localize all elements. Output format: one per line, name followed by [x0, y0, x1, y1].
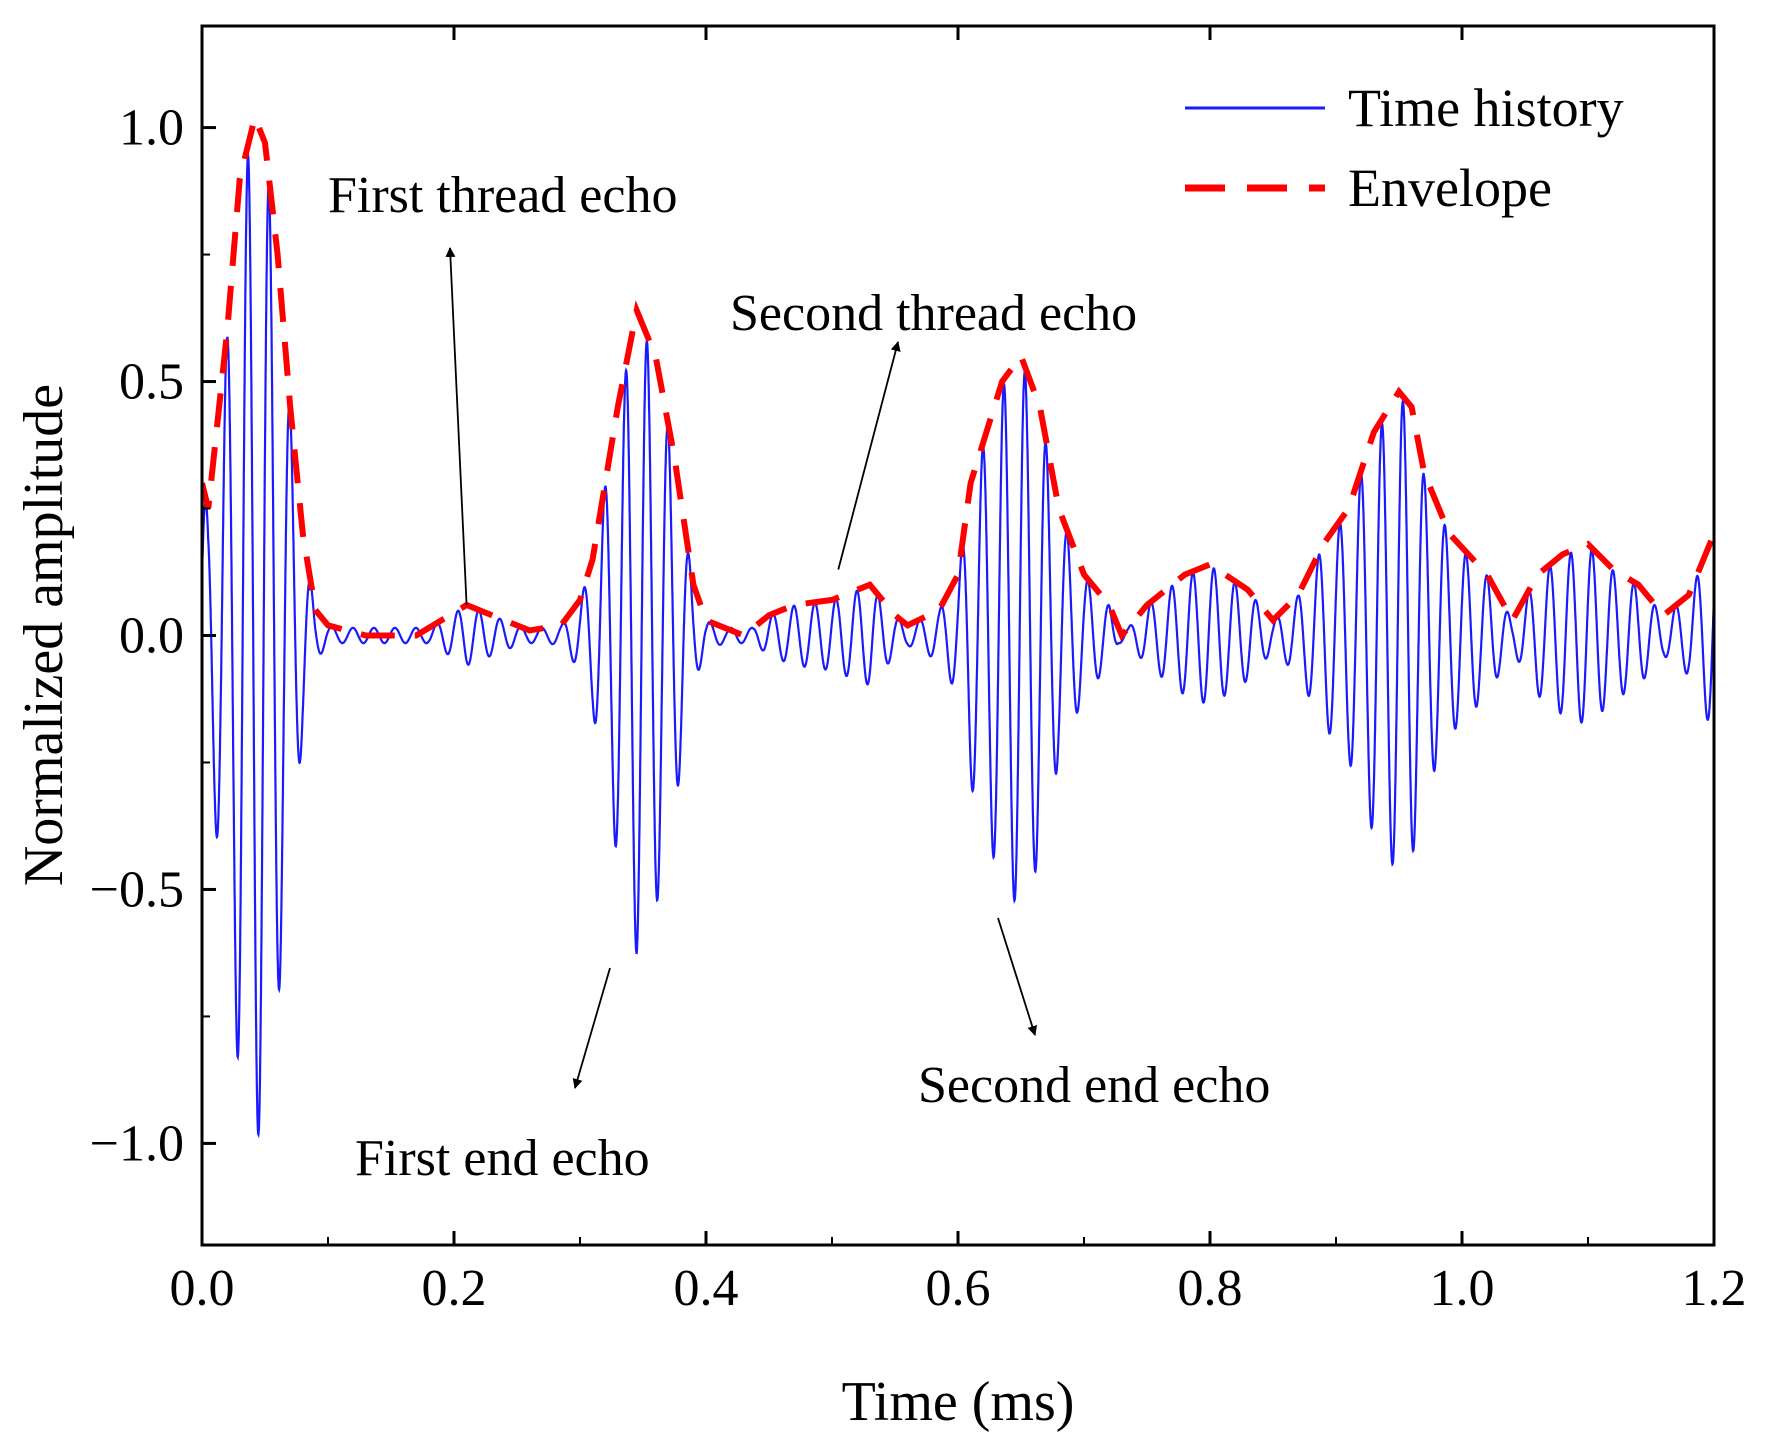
- legend-label-envelope: Envelope: [1348, 158, 1552, 218]
- legend: Time history Envelope: [1185, 78, 1624, 218]
- annotation-first-thread-echo: First thread echo: [328, 167, 677, 224]
- x-tick-label: 0.2: [422, 1260, 487, 1317]
- series-line-envelope: [202, 107, 1714, 642]
- series-line-time-history: [202, 153, 1714, 1139]
- annotation-first-end-echo: First end echo: [355, 1130, 650, 1187]
- annotations: First thread echo Second thread echo Fir…: [328, 167, 1270, 1187]
- y-tick-label: 1.0: [119, 100, 184, 157]
- x-axis: 0.0 0.2 0.4 0.6 0.8 1.0 1.2: [170, 26, 1747, 1317]
- annotation-arrow-second-thread-echo: [837, 341, 901, 570]
- plot-area: [202, 107, 1714, 1139]
- x-tick-label: 0.4: [674, 1260, 739, 1317]
- y-tick-label: 0.5: [119, 354, 184, 411]
- annotation-arrow-second-end-echo: [997, 917, 1038, 1036]
- y-tick-label: 0.0: [119, 608, 184, 665]
- annotation-second-end-echo: Second end echo: [918, 1057, 1270, 1114]
- x-tick-label: 1.2: [1682, 1260, 1747, 1317]
- x-tick-label: 0.6: [926, 1260, 991, 1317]
- legend-label-time-history: Time history: [1348, 78, 1624, 138]
- y-tick-label: −0.5: [90, 861, 184, 918]
- y-axis: 1.0 0.5 0.0 −0.5 −1.0: [90, 100, 216, 1172]
- annotation-arrow-first-thread-echo: [445, 247, 468, 606]
- x-tick-label: 0.0: [170, 1260, 235, 1317]
- annotation-second-thread-echo: Second thread echo: [730, 285, 1137, 342]
- x-tick-label: 1.0: [1430, 1260, 1495, 1317]
- y-axis-label: Normalized amplitude: [13, 384, 75, 886]
- y-tick-label: −1.0: [90, 1115, 184, 1172]
- x-axis-label: Time (ms): [842, 1371, 1075, 1433]
- x-tick-label: 0.8: [1178, 1260, 1243, 1317]
- annotation-arrow-first-end-echo: [572, 967, 611, 1089]
